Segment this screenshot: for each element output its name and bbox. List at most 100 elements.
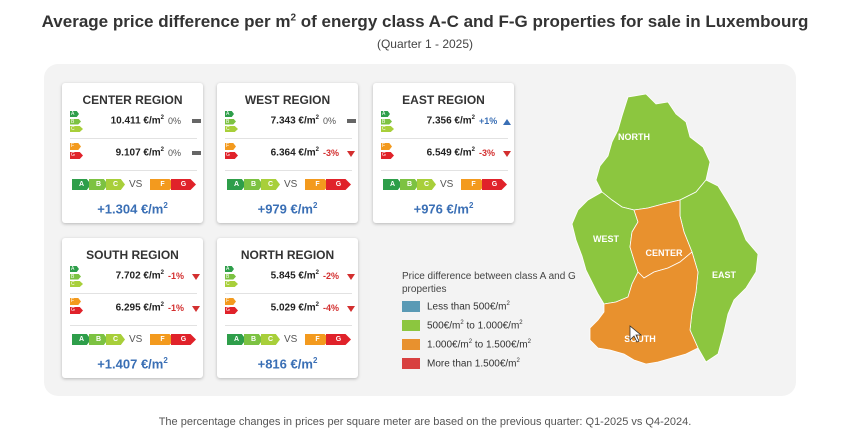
chip-g: G xyxy=(326,334,351,345)
legend-label: Less than 500€/m2 xyxy=(427,301,510,313)
comparison-row: A B C VS F G xyxy=(381,178,508,192)
vs-label: VS xyxy=(440,179,454,190)
trend-flat-icon xyxy=(192,151,201,155)
price-fg: 6.549 €/m2 xyxy=(426,147,475,159)
page-title: Average price difference per m2 of energ… xyxy=(41,12,809,31)
chip-f: F xyxy=(305,334,330,345)
vs-label: VS xyxy=(129,334,143,345)
change-ac: 0% xyxy=(168,116,182,126)
chip-f: F xyxy=(305,179,330,190)
trend-flat-icon xyxy=(347,119,356,123)
chip-b: B xyxy=(400,179,419,190)
price-ac: 10.411 €/m2 xyxy=(110,115,164,127)
map-region-south xyxy=(589,251,699,365)
comparison-row: A B C VS F G xyxy=(70,178,197,192)
change-ac: -1% xyxy=(168,271,185,281)
chip-f: F xyxy=(150,334,175,345)
row-class-ac: A B C 10.411 €/m2 0% xyxy=(70,111,201,135)
divider xyxy=(225,325,352,326)
chip-c: C xyxy=(261,334,280,345)
trend-down-icon xyxy=(347,274,355,280)
chip-a: A xyxy=(72,179,91,190)
legend-label: More than 1.500€/m2 xyxy=(427,358,520,370)
price-fg: 9.107 €/m2 xyxy=(115,147,164,159)
comparison-row: A B C VS F G xyxy=(225,333,352,347)
map-label-center: CENTER xyxy=(645,248,683,258)
row-class-fg: F G 5.029 €/m2 -4% xyxy=(225,298,355,322)
region-card-south: SOUTH REGION A B C 7.702 €/m2 -1% F G 6.295 €/m2… xyxy=(62,238,203,378)
row-class-ac: A B C 7.702 €/m2 -1% xyxy=(70,266,200,290)
chip-c: C xyxy=(106,179,125,190)
legend-title: Price difference between class A and G p… xyxy=(402,271,576,295)
change-fg: -4% xyxy=(323,303,340,313)
price-difference: +979 €/m2 xyxy=(257,201,318,217)
change-ac: +1% xyxy=(479,116,498,126)
region-title: CENTER REGION xyxy=(82,93,183,107)
chip-g: G xyxy=(482,179,507,190)
comparison-row: A B C VS F G xyxy=(225,178,352,192)
divider xyxy=(70,325,197,326)
chip-a: A xyxy=(227,179,246,190)
change-ac: -2% xyxy=(323,271,340,281)
price-difference: +976 €/m2 xyxy=(413,201,474,217)
price-ac: 7.343 €/m2 xyxy=(270,115,319,127)
change-ac: 0% xyxy=(323,116,337,126)
legend-item: 1.000€/m2 to 1.500€/m2 xyxy=(402,337,582,353)
divider xyxy=(70,293,197,294)
footer-note: The percentage changes in prices per squ… xyxy=(158,416,692,428)
comparison-row: A B C VS F G xyxy=(70,333,197,347)
region-card-west: WEST REGION A B C 7.343 €/m2 0% F G 6.364 €/m2 -3… xyxy=(217,83,358,223)
price-fg: 6.364 €/m2 xyxy=(270,147,319,159)
change-fg: -1% xyxy=(168,303,185,313)
chip-b: B xyxy=(244,179,263,190)
change-fg: -3% xyxy=(479,148,496,158)
trend-down-icon xyxy=(347,306,355,312)
chip-c: C xyxy=(106,334,125,345)
chip-f: F xyxy=(461,179,486,190)
divider xyxy=(225,138,352,139)
divider xyxy=(70,138,197,139)
cursor-icon xyxy=(629,325,643,343)
trend-up-icon xyxy=(503,119,511,125)
chip-b: B xyxy=(89,179,108,190)
legend-item: More than 1.500€/m2 xyxy=(402,356,582,372)
legend-item: Less than 500€/m2 xyxy=(402,299,582,315)
region-card-north: NORTH REGION A B C 5.845 €/m2 -2% F G 5.029 €/m2… xyxy=(217,238,358,378)
trend-flat-icon xyxy=(192,119,201,123)
price-fg: 5.029 €/m2 xyxy=(270,302,319,314)
trend-down-icon xyxy=(192,306,200,312)
map-region-north xyxy=(595,93,711,211)
price-ac: 7.702 €/m2 xyxy=(115,270,164,282)
change-fg: 0% xyxy=(168,148,182,158)
vs-label: VS xyxy=(284,334,298,345)
chip-b: B xyxy=(89,334,108,345)
row-class-fg: F G 6.549 €/m2 -3% xyxy=(381,143,511,167)
legend-swatch xyxy=(402,301,420,312)
row-class-ac: A B C 7.356 €/m2 +1% xyxy=(381,111,511,135)
chip-c: C xyxy=(417,179,436,190)
page-subtitle: (Quarter 1 - 2025) xyxy=(376,37,474,51)
trend-down-icon xyxy=(347,151,355,157)
region-title: EAST REGION xyxy=(402,93,485,107)
row-class-fg: F G 6.364 €/m2 -3% xyxy=(225,143,355,167)
chip-g: G xyxy=(326,179,351,190)
map-label-north: NORTH xyxy=(618,132,650,142)
trend-down-icon xyxy=(503,151,511,157)
row-class-fg: F G 6.295 €/m2 -1% xyxy=(70,298,200,322)
chip-g: G xyxy=(171,179,196,190)
chip-a: A xyxy=(383,179,402,190)
row-class-ac: A B C 7.343 €/m2 0% xyxy=(225,111,356,135)
legend-label: 500€/m2 to 1.000€/m2 xyxy=(427,320,523,332)
legend-swatch xyxy=(402,339,420,350)
price-fg: 6.295 €/m2 xyxy=(115,302,164,314)
price-difference: +816 €/m2 xyxy=(257,356,318,372)
legend-swatch xyxy=(402,358,420,369)
map-label-east: EAST xyxy=(712,270,737,280)
